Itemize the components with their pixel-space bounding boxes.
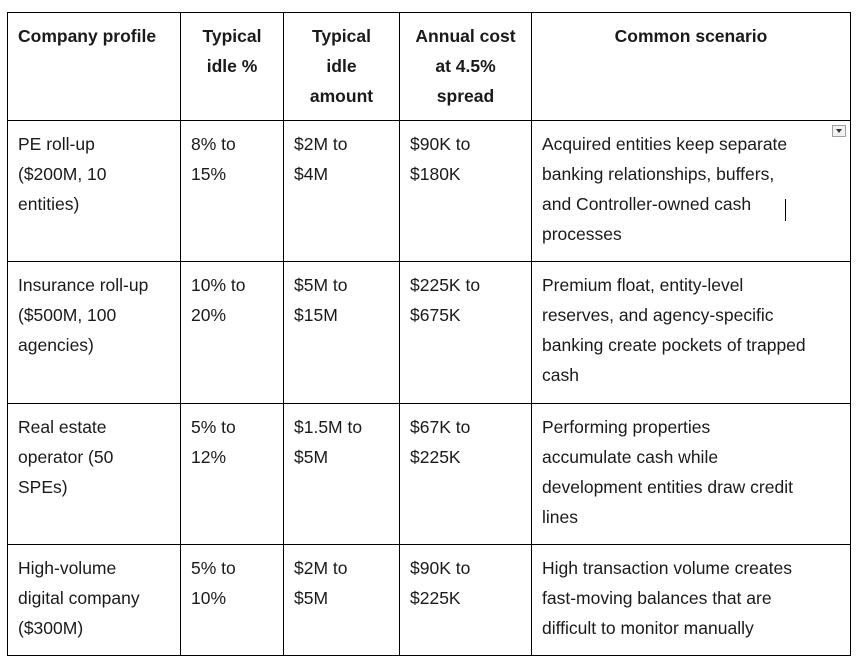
cash-table: Company profile Typical idle % Typical i…	[7, 12, 851, 656]
cell-company-profile: Real estate operator (50 SPEs)	[7, 403, 181, 545]
cell-company-profile: PE roll-up ($200M, 10 entities)	[7, 120, 181, 262]
header-company-profile: Company profile	[7, 12, 181, 121]
cell-common-scenario: Premium float, entity-level reserves, an…	[531, 261, 851, 404]
header-typical-idle-amount: Typical idle amount	[283, 12, 400, 121]
table-header-row: Company profile Typical idle % Typical i…	[7, 12, 851, 121]
cell-annual-cost: $67K to $225K	[399, 403, 532, 545]
table-row: Real estate operator (50 SPEs) 5% to 12%…	[7, 403, 851, 545]
header-common-scenario: Common scenario	[531, 12, 851, 121]
header-typical-idle-percent: Typical idle %	[180, 12, 284, 121]
cell-common-scenario: Performing properties accumulate cash wh…	[531, 403, 851, 545]
cell-idle-percent: 5% to 12%	[180, 403, 284, 545]
cell-idle-amount: $1.5M to $5M	[283, 403, 400, 545]
cell-company-profile: Insurance roll-up ($500M, 100 agencies)	[7, 261, 181, 404]
cell-idle-percent: 8% to 15%	[180, 120, 284, 262]
cell-company-profile: High-volume digital company ($300M)	[7, 544, 181, 656]
cell-idle-amount: $2M to $4M	[283, 120, 400, 262]
cell-annual-cost: $90K to $225K	[399, 544, 532, 656]
cell-common-scenario[interactable]: Acquired entities keep separate banking …	[531, 120, 851, 262]
table-row: Insurance roll-up ($500M, 100 agencies) …	[7, 261, 851, 404]
text-cursor	[785, 199, 786, 221]
cell-dropdown-icon[interactable]	[832, 125, 846, 137]
cell-idle-percent: 5% to 10%	[180, 544, 284, 656]
cell-annual-cost: $90K to $180K	[399, 120, 532, 262]
cell-common-scenario: High transaction volume creates fast-mov…	[531, 544, 851, 656]
cell-idle-percent: 10% to 20%	[180, 261, 284, 404]
table-row: PE roll-up ($200M, 10 entities) 8% to 15…	[7, 120, 851, 262]
cell-idle-amount: $5M to $15M	[283, 261, 400, 404]
cell-idle-amount: $2M to $5M	[283, 544, 400, 656]
cell-annual-cost: $225K to $675K	[399, 261, 532, 404]
header-annual-cost: Annual cost at 4.5% spread	[399, 12, 532, 121]
table-row: High-volume digital company ($300M) 5% t…	[7, 544, 851, 656]
